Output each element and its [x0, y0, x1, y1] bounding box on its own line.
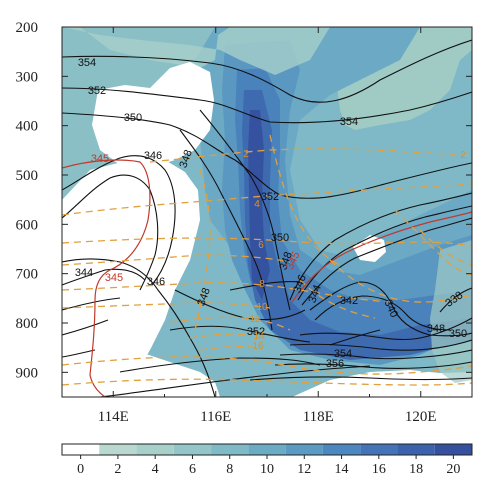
contour-label: 354	[334, 348, 352, 360]
y-tick-label: 800	[16, 316, 39, 332]
colorbar-bin	[62, 444, 100, 455]
dashed-contour-label: 6	[258, 240, 264, 251]
white-region-bottom	[292, 370, 472, 397]
colorbar-bin	[285, 444, 323, 455]
colorbar-bin	[360, 444, 398, 455]
plot-area: 354 352 350 346 348 354 352 350 348 346 …	[62, 27, 472, 397]
y-tick-label: 500	[16, 168, 39, 184]
x-tick-label: 118E	[303, 409, 334, 425]
dashed-contour-labels: 2 4 6 8 10 12 14 16 2	[243, 149, 466, 352]
colorbar-tick-label: 18	[409, 462, 423, 477]
colorbar-tick-label: 8	[226, 462, 233, 477]
x-tick-label: 120E	[405, 409, 437, 425]
contour-label: 348	[177, 148, 195, 169]
colorbar-bin	[211, 444, 249, 455]
colorbar-tick-label: 20	[446, 462, 460, 477]
white-region-upper	[92, 62, 214, 168]
contour-label: 356	[326, 358, 344, 370]
dashed-contour-label: 12	[249, 314, 261, 325]
contour-label: 348	[195, 286, 213, 307]
x-tick-label: 116E	[200, 409, 231, 425]
y-tick-label: 700	[16, 267, 39, 283]
contour-label: 350	[124, 112, 142, 124]
y-tick-label: 600	[16, 217, 39, 233]
colorbar-bin	[99, 444, 137, 455]
y-tick-label: 300	[16, 69, 39, 85]
red-contours	[62, 159, 472, 397]
contour-label: 348	[427, 323, 445, 335]
colorbar-tick-label: 16	[372, 462, 386, 477]
colorbar-tick-label: 14	[335, 462, 349, 477]
colorbar: 0 2 4 6 8 10 12 14 16 18 20	[61, 443, 473, 477]
x-axis: 114E 116E 118E 120E	[61, 27, 473, 425]
colorbar-bin	[434, 444, 472, 455]
contour-label: 350	[271, 232, 289, 244]
contour-label: 344	[306, 283, 324, 304]
contour-label: 352	[88, 85, 106, 97]
colorbar-bin	[397, 444, 435, 455]
dashed-contour-label: 2	[243, 149, 249, 160]
colorbar-bin	[248, 444, 286, 455]
dashed-contour-label: 4	[254, 199, 260, 210]
colorbar-tick-label: 2	[114, 462, 121, 477]
contour-label: 346	[144, 150, 162, 162]
colorbar-tick-label: 4	[152, 462, 159, 477]
black-contour-labels: 354 352 350 346 348 354 352 350 348 346 …	[75, 57, 467, 370]
colorbar-tick-label: 10	[260, 462, 274, 477]
contour-label: 346	[147, 276, 165, 288]
white-region-left	[62, 160, 200, 397]
dashed-contours	[62, 134, 472, 386]
dashed-contour-label: 14	[253, 331, 265, 342]
dashed-contour-label: 10	[256, 302, 268, 313]
contour-label: 354	[78, 57, 96, 69]
colorbar-tick-label: 12	[297, 462, 311, 477]
x-tick-label: 114E	[98, 409, 129, 425]
y-tick-label: 900	[16, 365, 39, 381]
contour-label: 354	[340, 116, 358, 128]
y-tick-label: 200	[16, 20, 39, 36]
dashed-contour-label: 16	[252, 341, 264, 352]
dashed-contour-label: 2	[460, 150, 466, 161]
colorbar-tick-label: 6	[189, 462, 196, 477]
colorbar-bin	[136, 444, 174, 455]
dashed-contour-label: 8	[259, 279, 265, 290]
contour-label-red: 345	[91, 153, 109, 165]
colorbar-tick-label: 0	[77, 462, 84, 477]
contour-label: 352	[247, 326, 265, 338]
colorbar-bin	[173, 444, 212, 455]
colorbar-bin	[322, 444, 361, 455]
contour-label-red: 345	[105, 272, 123, 284]
contour-label: 348	[277, 250, 295, 271]
y-axis: 200 300 400 500 600 700 800 900	[16, 20, 472, 381]
contour-label: 346	[291, 273, 309, 294]
black-contours	[62, 39, 472, 397]
contour-label: 352	[261, 191, 279, 203]
contour-label: 350	[449, 328, 467, 340]
contour-label: 342	[340, 295, 358, 307]
contour-label: 344	[75, 267, 93, 279]
y-tick-label: 400	[16, 119, 39, 135]
